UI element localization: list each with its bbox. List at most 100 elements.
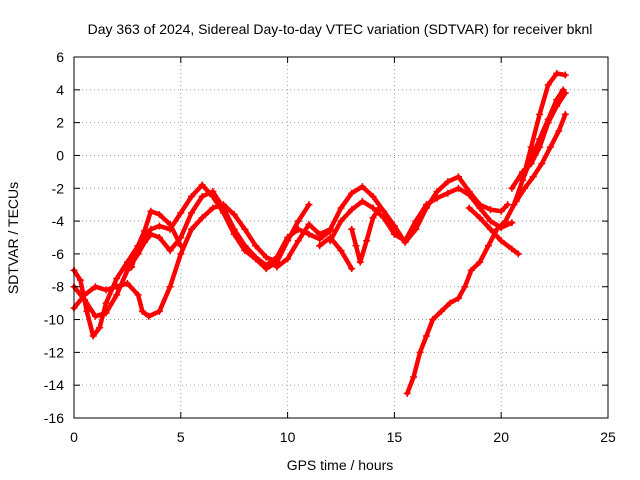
data-point [538,160,546,168]
data-point [123,258,131,266]
data-point [177,209,185,217]
data-point [294,237,302,245]
data-point [390,222,398,230]
data-point [145,312,153,320]
data-point [252,253,260,261]
data-point [177,250,185,258]
series-line [328,186,515,244]
data-point [501,217,509,225]
data-point [230,225,238,233]
data-point [102,309,110,317]
data-point [134,291,142,299]
x-tick-label: 10 [280,429,296,445]
data-point [187,225,195,233]
data-point [187,209,195,217]
x-tick-label: 25 [600,429,616,445]
data-point [177,242,185,250]
series-satellite-track-2 [70,188,334,320]
data-point [476,204,484,212]
data-point [553,69,561,77]
data-point [444,178,452,186]
data-point [529,173,537,181]
data-point [412,217,420,225]
data-point [508,245,516,253]
data-point [497,237,505,245]
data-point [410,373,418,381]
data-point [437,307,445,315]
data-point [521,184,529,192]
series-line [274,174,510,270]
chart-title: Day 363 of 2024, Sidereal Day-to-day VTE… [88,21,593,37]
data-point [305,220,313,228]
series-line [71,182,312,339]
data-point [422,332,430,340]
data-point [198,181,206,189]
data-point [444,189,452,197]
series-satellite-track-12 [512,110,569,205]
x-tick-label: 0 [70,429,78,445]
data-point [487,217,495,225]
data-point [484,242,492,250]
series-satellite-track-4 [128,207,185,271]
plot-frame [73,56,609,419]
data-point [113,275,121,283]
series-satellite-track-13 [519,86,567,184]
data-point [487,206,495,214]
data-point [155,307,163,315]
y-tick-label: -14 [44,377,64,393]
axis-ticks [73,56,609,419]
series-satellite-track-10 [403,69,569,397]
data-point [403,389,411,397]
y-tick-label: -4 [52,213,65,229]
data-point [76,276,84,284]
data-point [519,176,527,184]
data-point [454,173,462,181]
x-axis-label: GPS time / hours [287,457,394,473]
data-point [113,291,121,299]
x-tick-label: 5 [177,429,185,445]
series-line [349,205,382,265]
data-point [138,307,146,315]
data-point [230,211,238,219]
data-point [284,255,292,263]
data-point [497,207,505,215]
data-point [147,207,155,215]
data-point [348,225,356,233]
data-point [553,96,561,104]
data-point [166,283,174,291]
data-point [561,71,569,79]
y-tick-labels: -16 -14 -12 -10 -8 -6 -4 -2 0 2 4 6 [44,49,64,426]
data-point [433,194,441,202]
data-point [209,204,217,212]
data-point [140,238,148,246]
data-point [508,184,516,192]
data-point [128,263,136,271]
y-tick-label: -10 [44,312,64,328]
data-point [348,265,356,273]
data-point [508,219,516,227]
data-point [422,201,430,209]
data-point [358,197,366,205]
data-point [555,127,563,135]
data-point [559,86,567,94]
data-point [536,135,544,143]
x-tick-label: 20 [493,429,509,445]
series-line [71,189,333,319]
data-point [461,283,469,291]
data-point [187,192,195,200]
data-point [294,225,302,233]
series-line [129,208,184,270]
data-point [155,211,163,219]
series-line [317,235,354,271]
data-point [102,286,110,294]
data-point [465,191,473,199]
data-point [305,201,313,209]
y-tick-label: 2 [56,115,64,131]
series-satellite-track-1 [70,181,313,340]
data-point [467,266,475,274]
data-point [284,234,292,241]
y-tick-label: 0 [56,147,64,163]
data-point [390,230,398,238]
data-point [446,299,454,307]
data-point [348,189,356,197]
